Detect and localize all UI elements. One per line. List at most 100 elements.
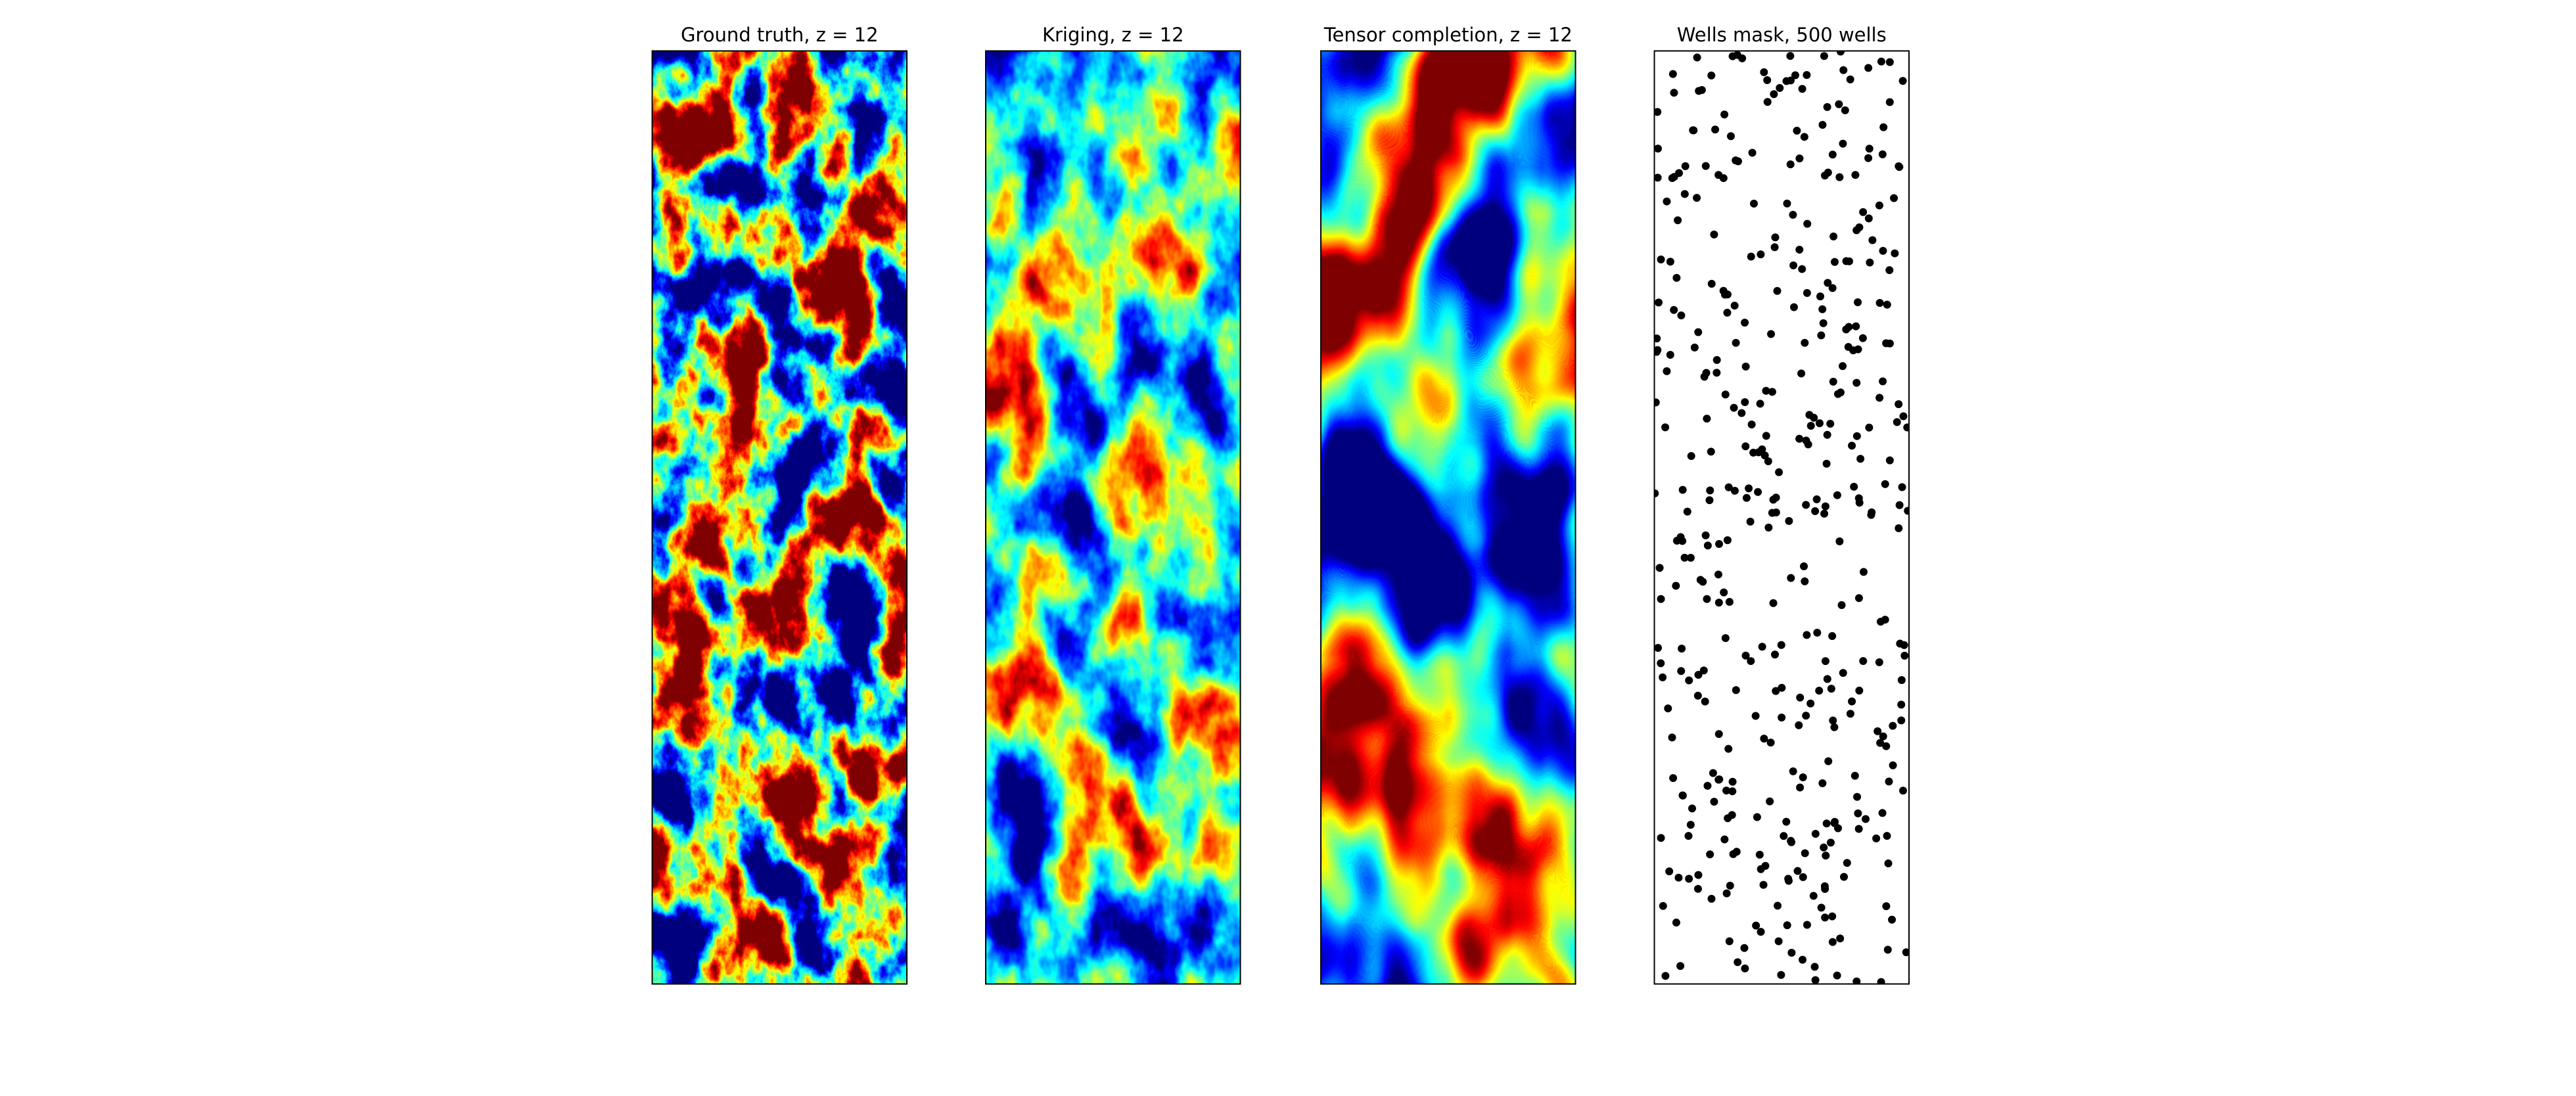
well-dot [1848, 442, 1856, 450]
well-dot [1706, 850, 1714, 859]
well-dot [1726, 132, 1735, 141]
well-dot [1864, 214, 1873, 223]
well-dot [1666, 258, 1674, 266]
well-dot [1877, 978, 1885, 984]
panel-frame [651, 50, 908, 985]
well-dot [1891, 249, 1899, 258]
well-dot [1774, 937, 1783, 946]
well-dot [1849, 346, 1858, 355]
well-dot [1804, 440, 1812, 449]
well-dot [1665, 867, 1674, 876]
well-dot [1720, 835, 1729, 844]
well-dot [1769, 495, 1778, 504]
well-dot [1806, 699, 1815, 708]
well-dot [1684, 832, 1693, 840]
well-dot [1685, 875, 1693, 883]
well-dot [1829, 377, 1837, 386]
well-dot [1881, 480, 1889, 488]
well-dot [1839, 139, 1847, 148]
well-dot [1817, 903, 1826, 912]
well-dot [1713, 355, 1721, 364]
well-dot [1833, 971, 1841, 980]
well-dot [1663, 367, 1671, 375]
well-dot [1828, 631, 1837, 640]
well-dot [1789, 767, 1797, 775]
well-dot [1654, 334, 1661, 343]
well-dot [1829, 716, 1837, 725]
well-dot [1820, 52, 1828, 60]
well-dot [1879, 123, 1888, 131]
well-dot [1829, 232, 1838, 240]
well-dot [1766, 739, 1775, 747]
well-dot [1789, 261, 1798, 269]
panel-frame [1653, 50, 1910, 985]
well-dot [1768, 509, 1776, 517]
well-dot [1719, 286, 1728, 295]
well-dot [1826, 419, 1835, 428]
well-dot [1862, 815, 1870, 823]
well-dot [1741, 398, 1749, 406]
well-dot [1824, 757, 1833, 765]
well-dot [1852, 432, 1861, 440]
well-dot [1798, 265, 1806, 273]
well-dot [1821, 884, 1829, 893]
well-dot [1767, 330, 1776, 338]
panel-title: Tensor completion, z = 12 [1323, 24, 1573, 46]
well-dot [1693, 691, 1702, 700]
well-dot [1680, 553, 1689, 562]
well-dot [1659, 902, 1667, 910]
well-dot [1889, 721, 1897, 730]
heatmap-image [652, 51, 907, 984]
panel-title: Wells mask, 500 wells [1677, 24, 1887, 46]
well-dot [1780, 832, 1788, 840]
well-dot [1895, 162, 1903, 170]
well-dot [1770, 90, 1778, 99]
well-dot [1786, 52, 1795, 60]
well-dot [1851, 171, 1860, 179]
well-dot [1654, 298, 1663, 307]
well-dot [1890, 194, 1898, 202]
well-dot [1771, 233, 1780, 242]
well-dot [1882, 902, 1891, 911]
well-dot [1783, 199, 1791, 208]
well-dot [1865, 423, 1874, 432]
well-dot [1897, 700, 1906, 709]
well-dot [1859, 657, 1868, 666]
well-dot [1674, 216, 1682, 225]
well-dot [1703, 781, 1712, 790]
well-dot [1823, 103, 1831, 111]
well-dot [1757, 865, 1765, 873]
well-dot [1677, 311, 1686, 320]
well-dot [1732, 848, 1741, 856]
well-dot [1789, 303, 1798, 311]
well-dot [1763, 76, 1772, 85]
well-dot [1795, 245, 1804, 254]
well-dot [1775, 468, 1783, 476]
well-dot [1835, 100, 1843, 108]
well-dot [1678, 645, 1686, 653]
well-dot [1706, 486, 1714, 495]
well-dot [1786, 160, 1795, 169]
well-dot [1703, 541, 1712, 550]
well-dot [1661, 423, 1670, 432]
well-dot [1733, 51, 1741, 59]
well-dot [1811, 507, 1820, 515]
well-dot [1663, 197, 1671, 206]
well-dot [1772, 687, 1780, 695]
well-dot [1680, 190, 1689, 198]
well-dot [1666, 351, 1674, 359]
well-dot [1801, 849, 1809, 857]
well-dot [1701, 531, 1710, 539]
well-dot [1773, 286, 1782, 295]
well-dot [1657, 834, 1665, 842]
well-dot [1895, 400, 1903, 409]
well-dot [1683, 507, 1691, 516]
well-dot [1694, 871, 1703, 879]
well-dot [1695, 87, 1703, 95]
well-dot [1659, 673, 1667, 681]
well-dot [1654, 108, 1662, 116]
well-dot [1707, 447, 1715, 456]
well-dot [1854, 825, 1863, 833]
well-dot [1742, 493, 1751, 502]
well-dot [1689, 126, 1697, 135]
